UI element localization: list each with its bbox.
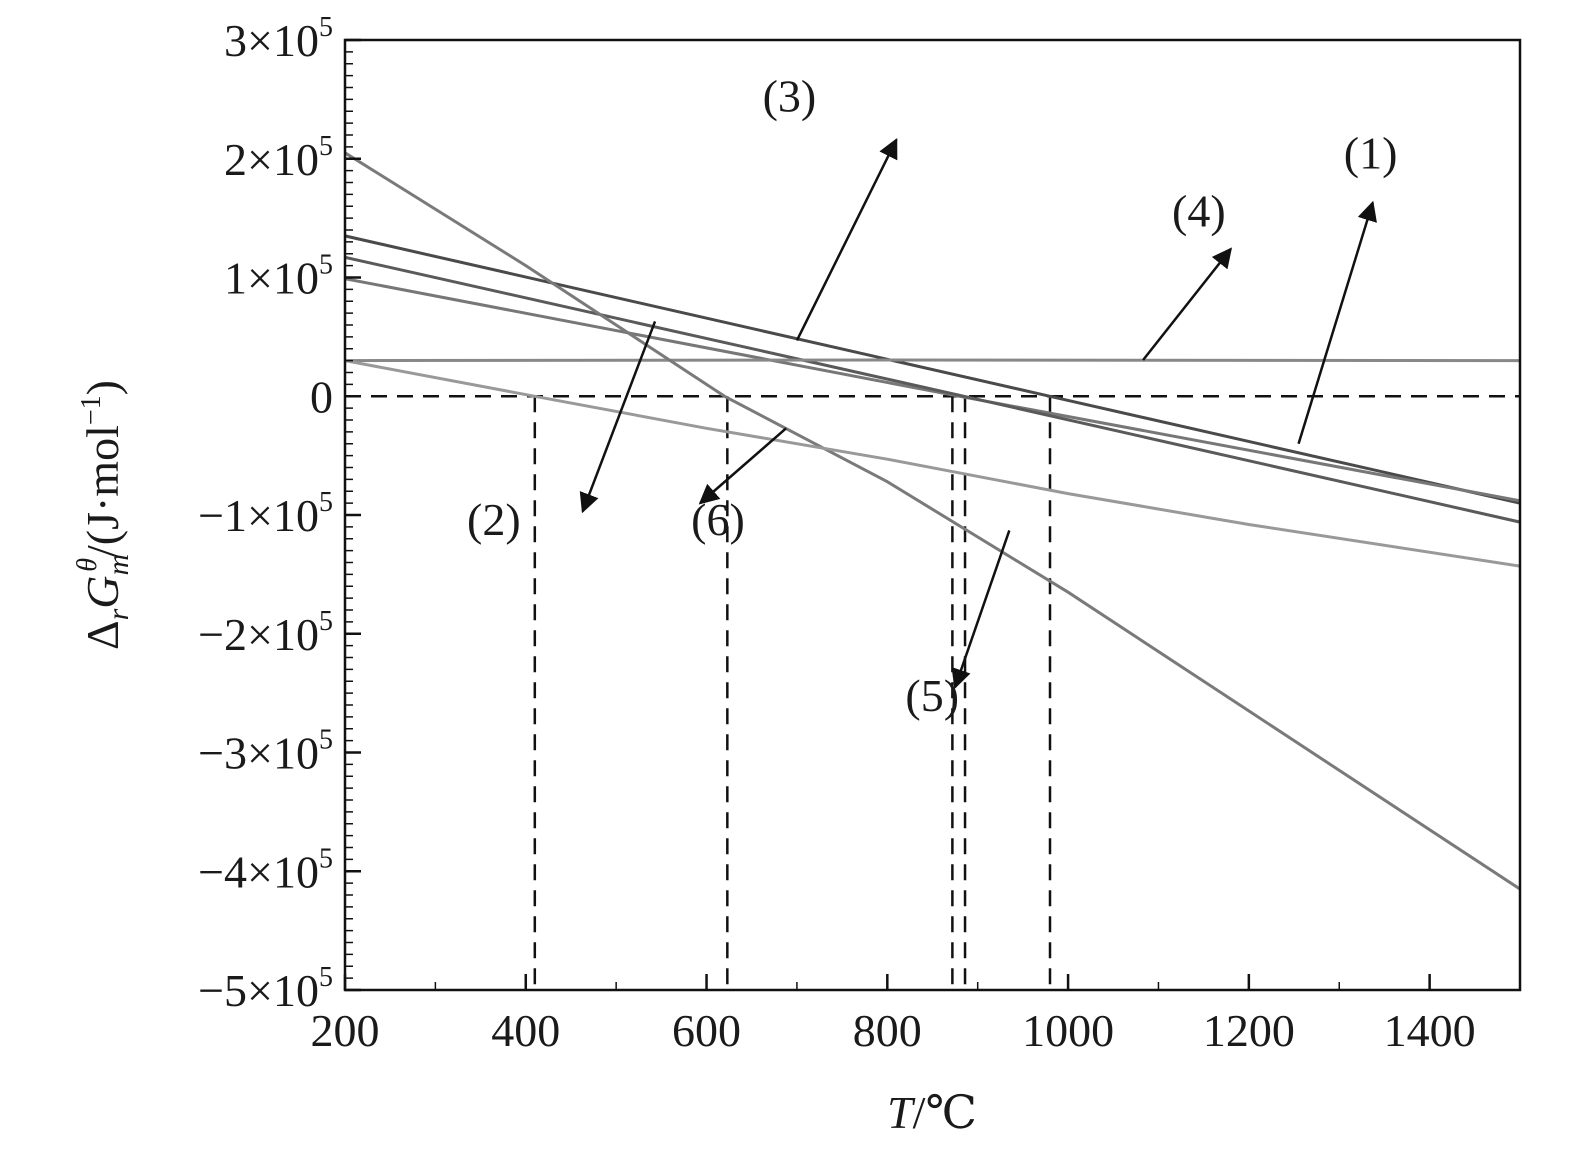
x-tick-label: 400 <box>491 1005 560 1056</box>
series-line-5 <box>345 151 1520 891</box>
annotation-arrow-2 <box>579 320 657 514</box>
x-tick-label: 1200 <box>1203 1005 1295 1056</box>
series-label-4: (4) <box>1172 185 1226 236</box>
series-line-1 <box>345 234 1520 505</box>
y-tick-label: −2×105 <box>198 606 333 660</box>
y-tick-label: −5×105 <box>198 962 333 1016</box>
y-tick-label: −1×105 <box>198 487 333 541</box>
y-axis-ticks: 3×105 2×105 1×105 0 −1×105 −2×105 −3×105 −4×105… <box>198 12 361 1016</box>
annotation-arrow-6 <box>698 427 787 505</box>
series-label-1: (1) <box>1344 127 1398 178</box>
x-tick-label: 200 <box>311 1005 380 1056</box>
plot-frame <box>343 38 1522 992</box>
x-tick-label: 800 <box>853 1005 922 1056</box>
y-tick-label: 2×105 <box>224 131 333 185</box>
y-tick-label: 1×105 <box>224 250 333 304</box>
y-axis-title: ΔrGmθ/(J·mol−1) <box>72 380 135 650</box>
series-lines <box>345 151 1520 891</box>
series-label-5: (5) <box>905 670 959 721</box>
minor-ticks <box>345 51 1340 990</box>
series-line-3 <box>345 255 1520 524</box>
series-label-6: (6) <box>691 494 745 545</box>
series-line-4 <box>345 358 1520 363</box>
x-tick-label: 1400 <box>1384 1005 1476 1056</box>
series-label-3: (3) <box>763 70 817 121</box>
y-tick-label: −4×105 <box>198 843 333 897</box>
annotation-arrow-1 <box>1297 200 1377 445</box>
x-tick-label: 1000 <box>1022 1005 1114 1056</box>
annotation-arrow-4 <box>1142 247 1233 361</box>
y-tick-label: 0 <box>310 371 333 422</box>
annotations: (1) (2) (3) (4) (5) (6) <box>467 70 1397 721</box>
x-tick-label: 600 <box>672 1005 741 1056</box>
annotation-arrow-5 <box>951 530 1011 690</box>
series-label-2: (2) <box>467 494 521 545</box>
x-axis-ticks: 200 400 600 800 1000 1200 1400 <box>311 974 1476 1056</box>
y-tick-label: −3×105 <box>198 725 333 779</box>
y-tick-label: 3×105 <box>224 12 333 66</box>
annotation-arrow-3 <box>795 137 898 341</box>
x-axis-title: T/℃ <box>887 1087 977 1138</box>
series-line-6 <box>345 359 1520 568</box>
